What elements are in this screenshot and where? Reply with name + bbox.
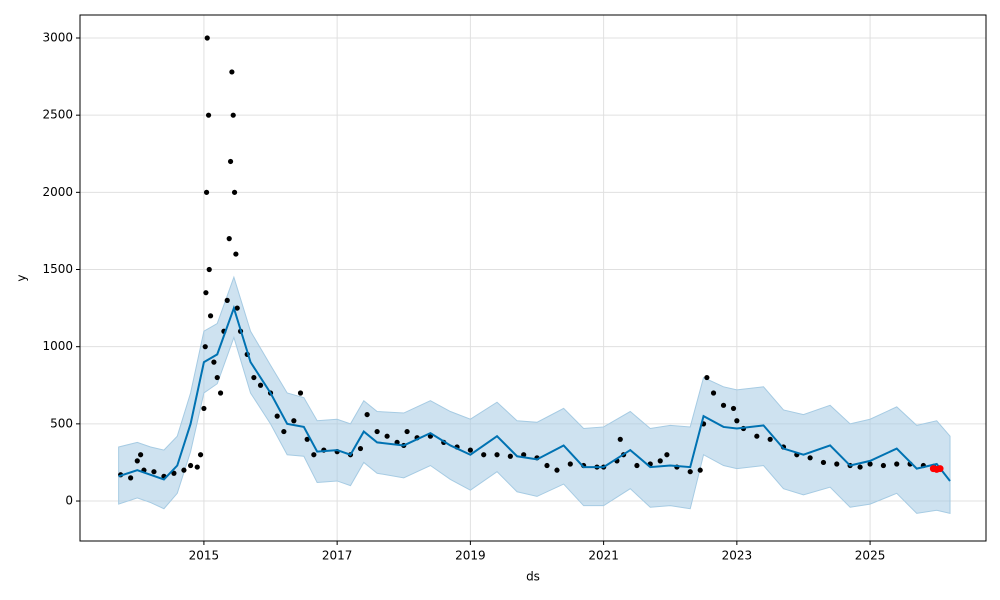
observed-point	[205, 112, 212, 118]
y-tick-label: 2000	[42, 185, 73, 199]
observed-point	[251, 374, 257, 381]
observed-point	[404, 428, 410, 435]
observed-point	[224, 297, 230, 303]
y-tick-label: 3000	[42, 30, 73, 44]
observed-point	[867, 461, 873, 467]
y-tick-label: 500	[50, 416, 73, 430]
observed-point	[384, 433, 390, 439]
observed-point	[197, 452, 204, 458]
observed-point	[754, 433, 760, 439]
observed-point	[204, 35, 210, 41]
observed-point	[281, 428, 287, 435]
plot-frame	[79, 14, 987, 542]
x-tick-label: 2021	[588, 549, 619, 563]
observed-point	[880, 462, 887, 469]
observed-point	[521, 452, 527, 458]
observed-point	[214, 374, 220, 381]
observed-point	[710, 390, 717, 396]
observed-point	[274, 413, 280, 419]
observed-point	[291, 418, 297, 424]
observed-point	[151, 469, 157, 475]
observed-point	[664, 452, 670, 458]
observed-point	[894, 461, 900, 467]
x-axis-label: ds	[526, 570, 540, 584]
observed-point	[481, 452, 487, 458]
x-tick-label: 2019	[455, 549, 486, 563]
x-tick-label: 2015	[189, 549, 220, 563]
uncertainty-band	[118, 275, 951, 515]
y-tick-label: 0	[65, 494, 73, 508]
forecast-line	[118, 304, 951, 482]
observed-point	[617, 436, 623, 442]
observed-point	[857, 464, 863, 470]
observed-point	[364, 411, 370, 418]
observed-point	[230, 112, 236, 118]
observed-point	[704, 374, 710, 381]
observed-point	[206, 266, 212, 273]
observed-point	[202, 344, 208, 350]
observed-point	[697, 467, 703, 473]
x-tick-label: 2017	[322, 549, 353, 563]
observed-point	[304, 436, 310, 442]
y-tick-label: 2500	[42, 108, 73, 122]
x-tick-label: 2023	[722, 549, 753, 563]
observed-point	[807, 455, 813, 461]
observed-point	[187, 462, 194, 469]
observed-point	[734, 418, 740, 424]
observed-point	[227, 158, 234, 165]
y-tick-label: 1000	[42, 339, 73, 353]
observed-point	[730, 405, 737, 412]
observed-point	[229, 69, 235, 75]
observed-point	[687, 469, 693, 475]
observed-point	[657, 458, 663, 464]
observed-point	[207, 313, 214, 319]
observed-point	[567, 461, 573, 467]
observed-point	[634, 462, 640, 469]
observed-point	[128, 475, 134, 481]
observed-point	[720, 402, 727, 408]
observed-point	[201, 405, 207, 412]
observed-point	[134, 458, 140, 464]
observed-point	[171, 470, 177, 476]
y-tick-label: 1500	[42, 262, 73, 276]
observed-point	[311, 452, 317, 458]
observed-point	[233, 251, 239, 257]
observed-point	[234, 305, 240, 311]
observed-point	[357, 445, 364, 452]
observed-point	[494, 452, 500, 458]
observed-point	[181, 467, 187, 473]
observed-point	[554, 467, 560, 473]
observed-point	[231, 189, 238, 195]
observed-point	[834, 461, 840, 467]
observed-point	[374, 428, 380, 435]
observed-point	[820, 459, 827, 466]
observed-point	[194, 464, 200, 470]
observed-point	[544, 462, 550, 469]
observed-point	[211, 359, 217, 365]
x-tick-label: 2025	[855, 549, 886, 563]
y-axis-label: y	[15, 274, 29, 281]
observed-point	[226, 236, 232, 242]
observed-point	[767, 436, 773, 442]
observed-point	[507, 453, 513, 459]
recent-point	[936, 465, 944, 473]
observed-point	[467, 447, 473, 453]
observed-point	[257, 382, 264, 388]
observed-point	[203, 189, 210, 195]
observed-point	[217, 390, 224, 396]
observed-point	[297, 390, 304, 396]
observed-point	[138, 452, 144, 458]
observed-point	[203, 290, 209, 296]
